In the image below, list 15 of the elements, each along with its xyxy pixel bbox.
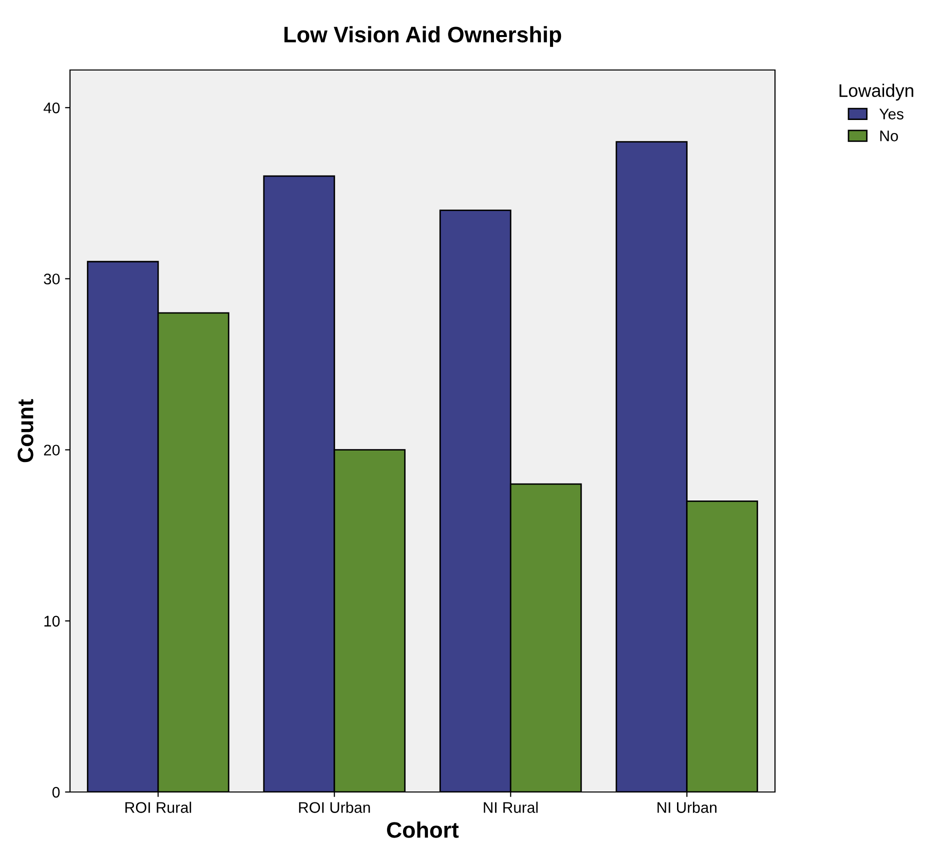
x-tick-label: NI Urban (658, 802, 716, 813)
y-tick-label: 20 (44, 444, 60, 456)
x-tick-label: NI Rural (484, 802, 538, 813)
x-axis-title: Cohort (387, 822, 459, 838)
legend-label: No (880, 130, 898, 142)
y-axis-title: Count (18, 399, 34, 462)
x-tick-label: ROI Rural (125, 802, 192, 813)
x-tick-label: ROI Urban (299, 802, 370, 813)
y-tick-label: 0 (52, 786, 60, 798)
y-tick-label: 10 (44, 616, 60, 627)
y-tick-label: 40 (44, 102, 60, 114)
chart-title: Low Vision Aid Ownership (284, 26, 562, 47)
y-tick-label: 30 (44, 274, 60, 284)
legend-title: Lowaidyn (840, 84, 914, 101)
legend-label: Yes (879, 108, 904, 120)
